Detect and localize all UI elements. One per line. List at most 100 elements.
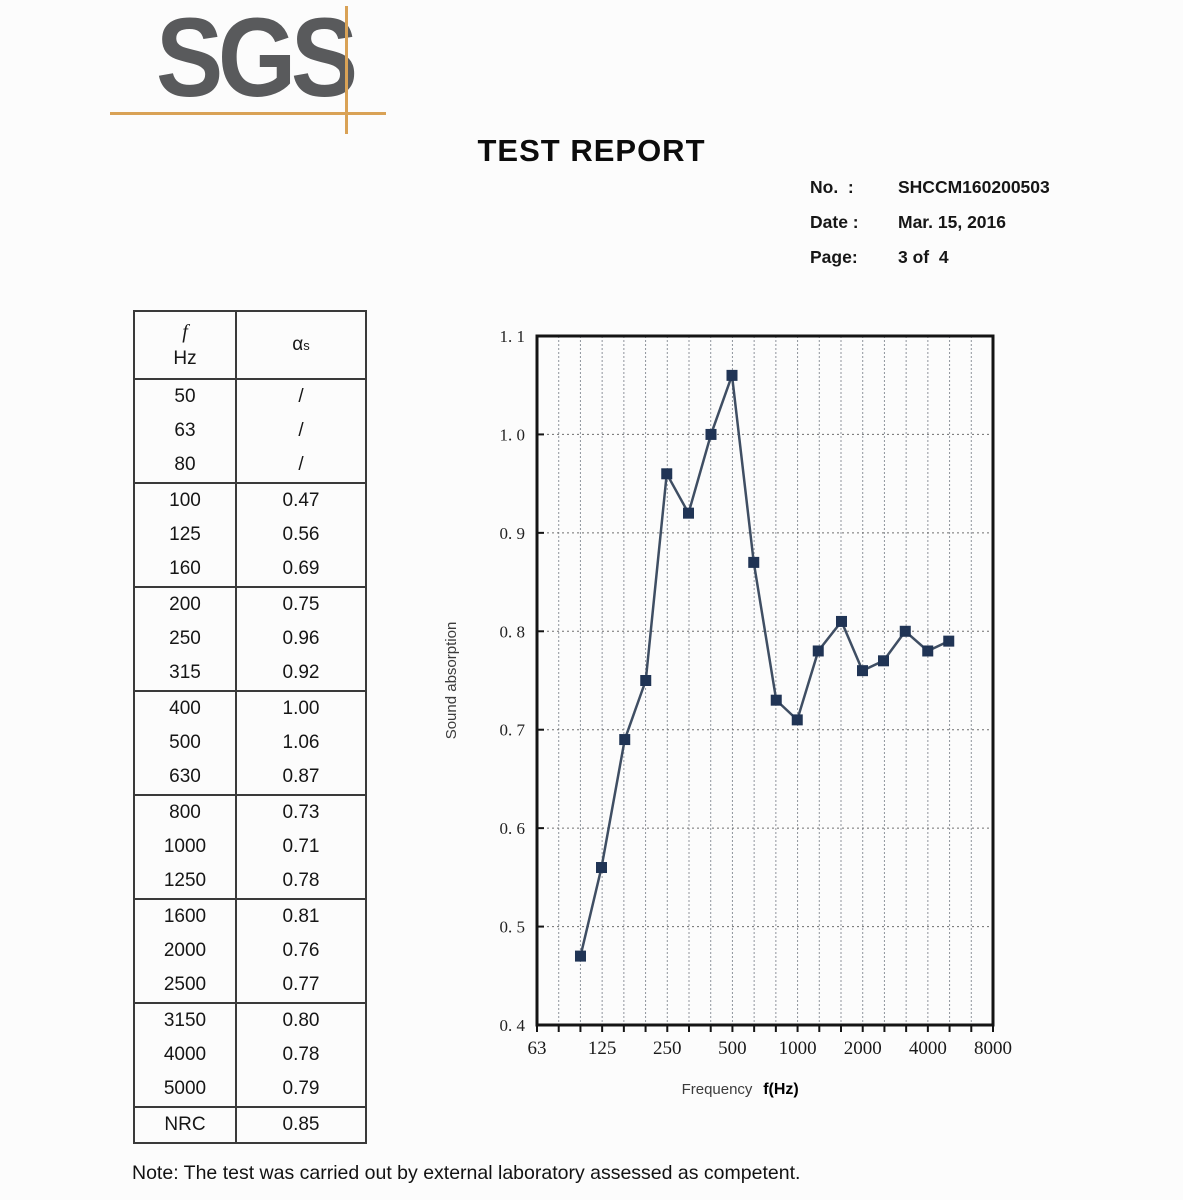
frequency-unit: Hz: [173, 347, 197, 369]
report-meta: No. : SHCCM160200503 Date : Mar. 15, 2016 Pa…: [810, 170, 1050, 275]
table-row: 315 0.92: [135, 656, 365, 690]
alpha-cell: 0.71: [282, 836, 320, 857]
frequency-cell: 800: [135, 796, 237, 830]
frequency-cell: 500: [135, 726, 237, 760]
frequency-cell: 630: [135, 760, 237, 794]
alpha-cell: /: [298, 454, 304, 475]
x-axis-unit: f(Hz): [763, 1081, 799, 1098]
frequency-cell: 1250: [135, 864, 237, 898]
data-point-marker: [683, 507, 695, 519]
table-row: 500 1.06: [135, 726, 365, 760]
meta-value: SHCCM160200503: [898, 177, 1050, 197]
frequency-cell: 250: [135, 622, 237, 656]
y-tick-label: 0. 4: [500, 1016, 526, 1035]
y-tick-label: 0. 8: [500, 622, 526, 641]
table-row: 200 0.75: [135, 588, 365, 622]
table-row: 4000 0.78: [135, 1038, 365, 1072]
frequency-cell: 1600: [135, 900, 237, 934]
data-point-marker: [640, 675, 652, 686]
table-row: 1600 0.81: [135, 900, 365, 934]
alpha-cell: 0.77: [282, 974, 320, 995]
plot-frame: [535, 334, 995, 1027]
table-group: 400 1.00 500 1.06 630 0.87: [135, 692, 365, 796]
frequency-cell: 100: [135, 484, 237, 518]
alpha-cell: 0.76: [282, 940, 320, 961]
alpha-cell: 0.79: [282, 1078, 320, 1099]
frequency-cell: 160: [135, 552, 237, 586]
x-tick-label: 250: [653, 1038, 682, 1059]
frequency-cell: 50: [135, 380, 237, 414]
x-axis-title: Frequency: [682, 1081, 753, 1098]
table-row: 160 0.69: [135, 552, 365, 586]
sgs-logo-horizontal-line: [110, 112, 386, 115]
table-group: NRC 0.85: [135, 1108, 365, 1142]
table-group: 3150 0.80 4000 0.78 5000 0.79: [135, 1004, 365, 1108]
x-tick-label: 4000: [909, 1038, 947, 1059]
data-point-marker: [899, 625, 911, 637]
sound-absorption-chart: 1. 1 1. 0 0. 9 0. 8 0. 7 0. 6 0. 5 0. 463 125 250…: [443, 327, 1012, 1098]
table-row: 5000 0.79: [135, 1072, 365, 1106]
alpha-cell: /: [298, 420, 304, 441]
meta-row: No. : SHCCM160200503: [810, 170, 1050, 205]
table-row: 50 /: [135, 380, 365, 414]
frequency-cell: 4000: [135, 1038, 237, 1072]
alpha-cell: 0.69: [282, 558, 320, 579]
meta-row: Date : Mar. 15, 2016: [810, 205, 1050, 240]
table-group: 1600 0.81 2000 0.76 2500 0.77: [135, 900, 365, 1004]
table-group: 800 0.73 1000 0.71 1250 0.78: [135, 796, 365, 900]
table-row: 2500 0.77: [135, 968, 365, 1002]
data-point-marker: [574, 950, 586, 962]
frequency-cell: 80: [135, 448, 237, 482]
alpha-cell: 0.56: [282, 524, 320, 545]
data-point-marker: [922, 645, 934, 657]
y-tick-label: 0. 7: [500, 721, 526, 740]
table-row: 250 0.96: [135, 622, 365, 656]
page-title: TEST REPORT: [477, 133, 706, 168]
alpha-cell: 0.47: [282, 490, 320, 511]
data-point-marker: [661, 468, 673, 480]
alpha-subscript: s: [303, 337, 310, 353]
meta-label: No. :: [810, 177, 854, 197]
meta-value: Mar. 15, 2016: [898, 212, 1006, 232]
data-point-marker: [770, 694, 782, 706]
frequency-cell: 1000: [135, 830, 237, 864]
meta-label: Date :: [810, 212, 859, 232]
frequency-cell: 2500: [135, 968, 237, 1002]
data-point-marker: [595, 862, 607, 874]
frequency-cell: NRC: [135, 1108, 237, 1142]
alpha-cell: 1.06: [282, 732, 320, 753]
data-point-marker: [878, 655, 890, 667]
data-point-marker: [726, 369, 738, 381]
alpha-cell: /: [298, 386, 304, 407]
x-tick-label: 1000: [779, 1038, 817, 1059]
data-line: [579, 374, 950, 957]
data-point-marker: [705, 428, 717, 440]
table-group: 100 0.47 125 0.56 160 0.69: [135, 484, 365, 588]
y-tick-label: 0. 5: [500, 918, 526, 937]
alpha-cell: 0.75: [282, 594, 320, 615]
frequency-cell: 125: [135, 518, 237, 552]
data-point-marker: [943, 635, 955, 647]
y-tick-label: 1. 0: [500, 425, 526, 444]
table-row: NRC 0.85: [135, 1108, 365, 1142]
table-row: 800 0.73: [135, 796, 365, 830]
table-row: 1250 0.78: [135, 864, 365, 898]
table-row: 2000 0.76: [135, 934, 365, 968]
table-row: 80 /: [135, 448, 365, 482]
table-body: 50 / 63 / 80 / 100 0.47 125 0.56 160 0.69 200 0.75 250…: [135, 380, 365, 1142]
meta-value: 3 of 4: [898, 247, 949, 267]
alpha-cell: 0.78: [282, 1044, 320, 1065]
sgs-logo-text: SGS: [156, 0, 358, 120]
frequency-cell: 400: [135, 692, 237, 726]
alpha-symbol: α: [292, 334, 304, 355]
x-tick-label: 2000: [844, 1038, 882, 1059]
table-row: 3150 0.80: [135, 1004, 365, 1038]
alpha-cell: 0.96: [282, 628, 320, 649]
x-tick-label: 500: [718, 1038, 747, 1059]
table-group: 50 / 63 / 80 /: [135, 380, 365, 484]
meta-label: Page:: [810, 247, 858, 267]
data-point-marker: [812, 645, 824, 657]
